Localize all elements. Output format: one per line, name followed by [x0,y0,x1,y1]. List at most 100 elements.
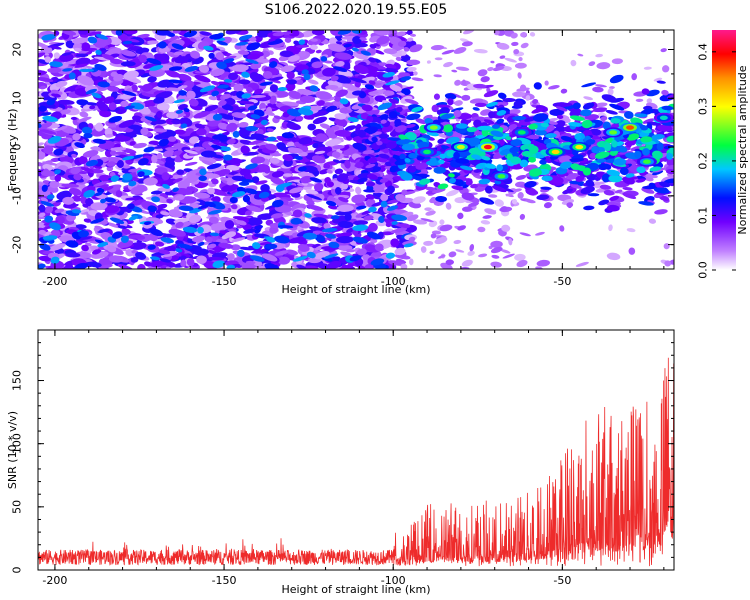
heatmap-cell [517,130,526,135]
heatmap-cell [153,145,170,149]
heatmap-cell [311,217,327,224]
heatmap-cell [374,243,384,252]
heatmap-cell [224,220,235,229]
heatmap-cell [401,88,411,96]
heatmap-cell [370,258,385,266]
heatmap-cell [281,101,300,107]
heatmap-cell [430,44,445,51]
heatmap-cell [167,136,177,142]
heatmap-cell [666,173,674,178]
heatmap-cell [243,228,256,234]
heatmap-cell [158,138,169,147]
heatmap-cell [143,146,155,153]
heatmap-cell [75,53,89,58]
heatmap-cell [85,31,102,37]
heatmap-cell [265,143,278,151]
heatmap-cell [203,45,214,51]
heatmap-cell [323,163,331,169]
heatmap-cell [359,37,367,41]
heatmap-cell [162,183,170,189]
heatmap-cell [269,95,277,105]
heatmap-cell [592,86,604,93]
heatmap-cell [403,46,410,52]
heatmap-cell [448,251,457,258]
heatmap-cell [88,58,100,65]
heatmap-cell [196,255,207,264]
heatmap-cell [343,43,352,48]
heatmap-cell [575,144,584,150]
heatmap-cell [109,150,117,156]
heatmap-cell [290,217,302,225]
heatmap-cell [315,49,322,54]
heatmap-cell [120,49,137,57]
heatmap-cell [49,222,61,231]
heatmap-cell [41,34,56,41]
heatmap-cell [79,111,89,118]
heatmap-cell [197,226,204,234]
heatmap-cell [38,122,53,130]
heatmap-cell [49,180,60,189]
heatmap-cell [164,69,182,78]
heatmap-cell [400,56,411,62]
heatmap-cell [186,168,204,178]
heatmap-cell [78,68,94,73]
heatmap-cell [174,188,193,195]
heatmap-cell [266,128,274,132]
heatmap-cell [434,236,448,245]
heatmap-cell [83,133,93,139]
heatmap-cell [313,182,324,192]
heatmap-cell [255,180,268,185]
heatmap-cell [467,250,475,256]
heatmap-cell [139,54,148,63]
heatmap-cell [199,136,213,142]
heatmap-cell [333,66,348,72]
heatmap-cell [108,255,124,263]
heatmap-cell [222,94,231,100]
heatmap-cell [344,213,352,221]
heatmap-cell [504,57,517,63]
heatmap-cell [285,249,299,256]
heatmap-cell [156,102,170,111]
heatmap-cell [201,160,214,166]
heatmap-cell [117,263,134,269]
heatmap-cell [262,70,273,79]
heatmap-cell [55,215,65,225]
heatmap-cell [382,72,395,78]
heatmap-cell [47,194,55,200]
heatmap-cell [98,264,113,269]
heatmap-cell [226,164,240,171]
heatmap-cell [408,236,416,242]
heatmap-cell [307,79,319,85]
heatmap-cell [130,84,138,92]
snr-x-tick-label: -150 [212,574,237,587]
heatmap-cell [271,199,284,208]
heatmap-cell [334,60,345,67]
heatmap-cell [519,84,527,92]
heatmap-cell [337,264,354,269]
heatmap-cell [643,66,652,70]
heatmap-cell [461,94,471,101]
heatmap-cell [490,240,503,248]
heatmap-cell [137,263,146,269]
heatmap-cell [237,50,250,55]
heatmap-cell [94,56,111,61]
heatmap-cell [353,220,369,226]
heatmap-cell [453,239,462,245]
heatmap-cell [246,86,254,93]
heatmap-cell [218,113,234,120]
heatmap-cell [385,252,396,259]
heatmap-cell [289,187,304,194]
heatmap-cell [80,166,94,173]
heatmap-cell [352,224,369,232]
heatmap-cell [501,224,511,232]
heatmap-cell [409,258,414,266]
heatmap-cell [380,231,395,236]
heatmap-cell [413,219,428,225]
heatmap-cell [122,40,133,45]
heatmap-cell [226,180,234,186]
heatmap-cell [583,96,594,101]
heatmap-cell [513,188,522,192]
heatmap-cell [254,225,264,230]
heatmap-cell [454,100,463,106]
heatmap-cell [146,58,162,65]
